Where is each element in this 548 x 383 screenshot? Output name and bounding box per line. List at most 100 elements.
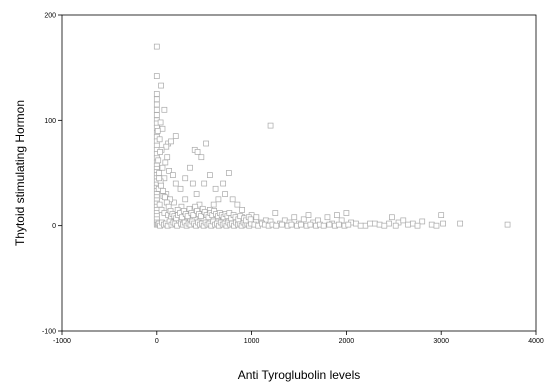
data-point [247, 216, 254, 223]
data-point [158, 82, 164, 89]
data-point [400, 217, 407, 224]
data-point [234, 201, 241, 208]
data-point [225, 170, 232, 176]
data-point [194, 149, 201, 155]
data-point [253, 214, 260, 221]
data-point [371, 220, 378, 227]
data-point [177, 185, 184, 192]
data-point [367, 220, 373, 227]
data-point [457, 220, 464, 227]
data-point [172, 133, 179, 139]
data-point [172, 180, 179, 187]
y-tick-label: 200 [44, 13, 56, 20]
data-point [229, 196, 236, 203]
data-point [159, 125, 166, 132]
x-tick-label: 1000 [244, 338, 260, 345]
y-tick-label: 0 [52, 223, 56, 230]
data-point [153, 96, 160, 103]
y-axis-ticks: -100 0 100 200 [42, 13, 62, 336]
x-axis-ticks: -1000 0 1000 2000 3000 4000 [53, 331, 544, 345]
y-tick-label: -100 [42, 329, 56, 336]
data-point [162, 159, 169, 166]
data-point [161, 106, 168, 113]
data-point [170, 172, 176, 178]
data-point [193, 191, 200, 197]
x-axis-title: Anti Tyroglubolin levels [238, 368, 361, 382]
data-points [153, 43, 511, 229]
data-point [215, 196, 222, 203]
data-point [158, 182, 164, 189]
data-point [334, 212, 340, 218]
data-point [419, 218, 426, 225]
data-point [171, 199, 177, 206]
plot-area-frame [61, 14, 537, 332]
data-point [160, 188, 166, 194]
x-tick-label: 3000 [433, 338, 449, 345]
data-point [156, 201, 163, 208]
data-point [300, 216, 307, 223]
data-point [307, 221, 314, 228]
data-point [326, 221, 333, 228]
data-point [273, 222, 280, 229]
data-point [179, 214, 185, 221]
data-point [207, 172, 213, 178]
data-point [291, 214, 298, 221]
data-point [184, 213, 191, 220]
data-point [428, 221, 435, 228]
data-point [153, 106, 160, 113]
data-point [212, 185, 219, 192]
data-point [414, 222, 421, 229]
x-tick-label: 4000 [528, 338, 544, 345]
x-tick-label: 0 [155, 338, 159, 345]
data-point [153, 91, 160, 97]
data-point [389, 214, 395, 221]
data-point [159, 164, 166, 171]
data-point [220, 180, 227, 187]
data-point [343, 210, 350, 216]
data-point [154, 128, 161, 134]
data-point [162, 194, 168, 201]
data-point [153, 101, 160, 108]
data-point [182, 175, 189, 182]
data-point [298, 221, 304, 228]
data-point [353, 220, 359, 227]
data-point [381, 222, 388, 229]
data-point [164, 154, 171, 161]
data-point [438, 212, 445, 218]
data-point [201, 180, 208, 187]
data-point [156, 136, 163, 143]
x-tick-label: 2000 [339, 338, 355, 345]
data-point [189, 180, 196, 187]
data-point [239, 207, 245, 213]
data-point [156, 170, 163, 176]
data-point [157, 149, 163, 155]
data-point [335, 221, 342, 228]
data-point [504, 221, 511, 228]
data-point [198, 154, 205, 161]
data-point [210, 201, 217, 208]
data-point [153, 112, 160, 118]
data-point [267, 122, 274, 129]
data-point [376, 221, 383, 228]
data-point [198, 213, 204, 220]
data-point [182, 196, 189, 203]
data-point [279, 221, 285, 228]
data-point [272, 210, 279, 216]
data-point [392, 222, 399, 229]
data-point [163, 143, 170, 150]
data-point [386, 220, 392, 227]
data-point [324, 214, 331, 221]
data-point [157, 119, 164, 126]
data-point [440, 220, 446, 227]
y-axis-title: Thytoid stimulating Hormon [13, 100, 27, 246]
data-point [405, 221, 411, 228]
data-point [357, 222, 364, 229]
data-point [305, 212, 312, 218]
data-point [433, 222, 440, 229]
data-point [190, 212, 197, 218]
data-point [203, 140, 209, 147]
data-point [362, 222, 369, 229]
data-point [320, 222, 327, 229]
data-point [166, 168, 172, 174]
